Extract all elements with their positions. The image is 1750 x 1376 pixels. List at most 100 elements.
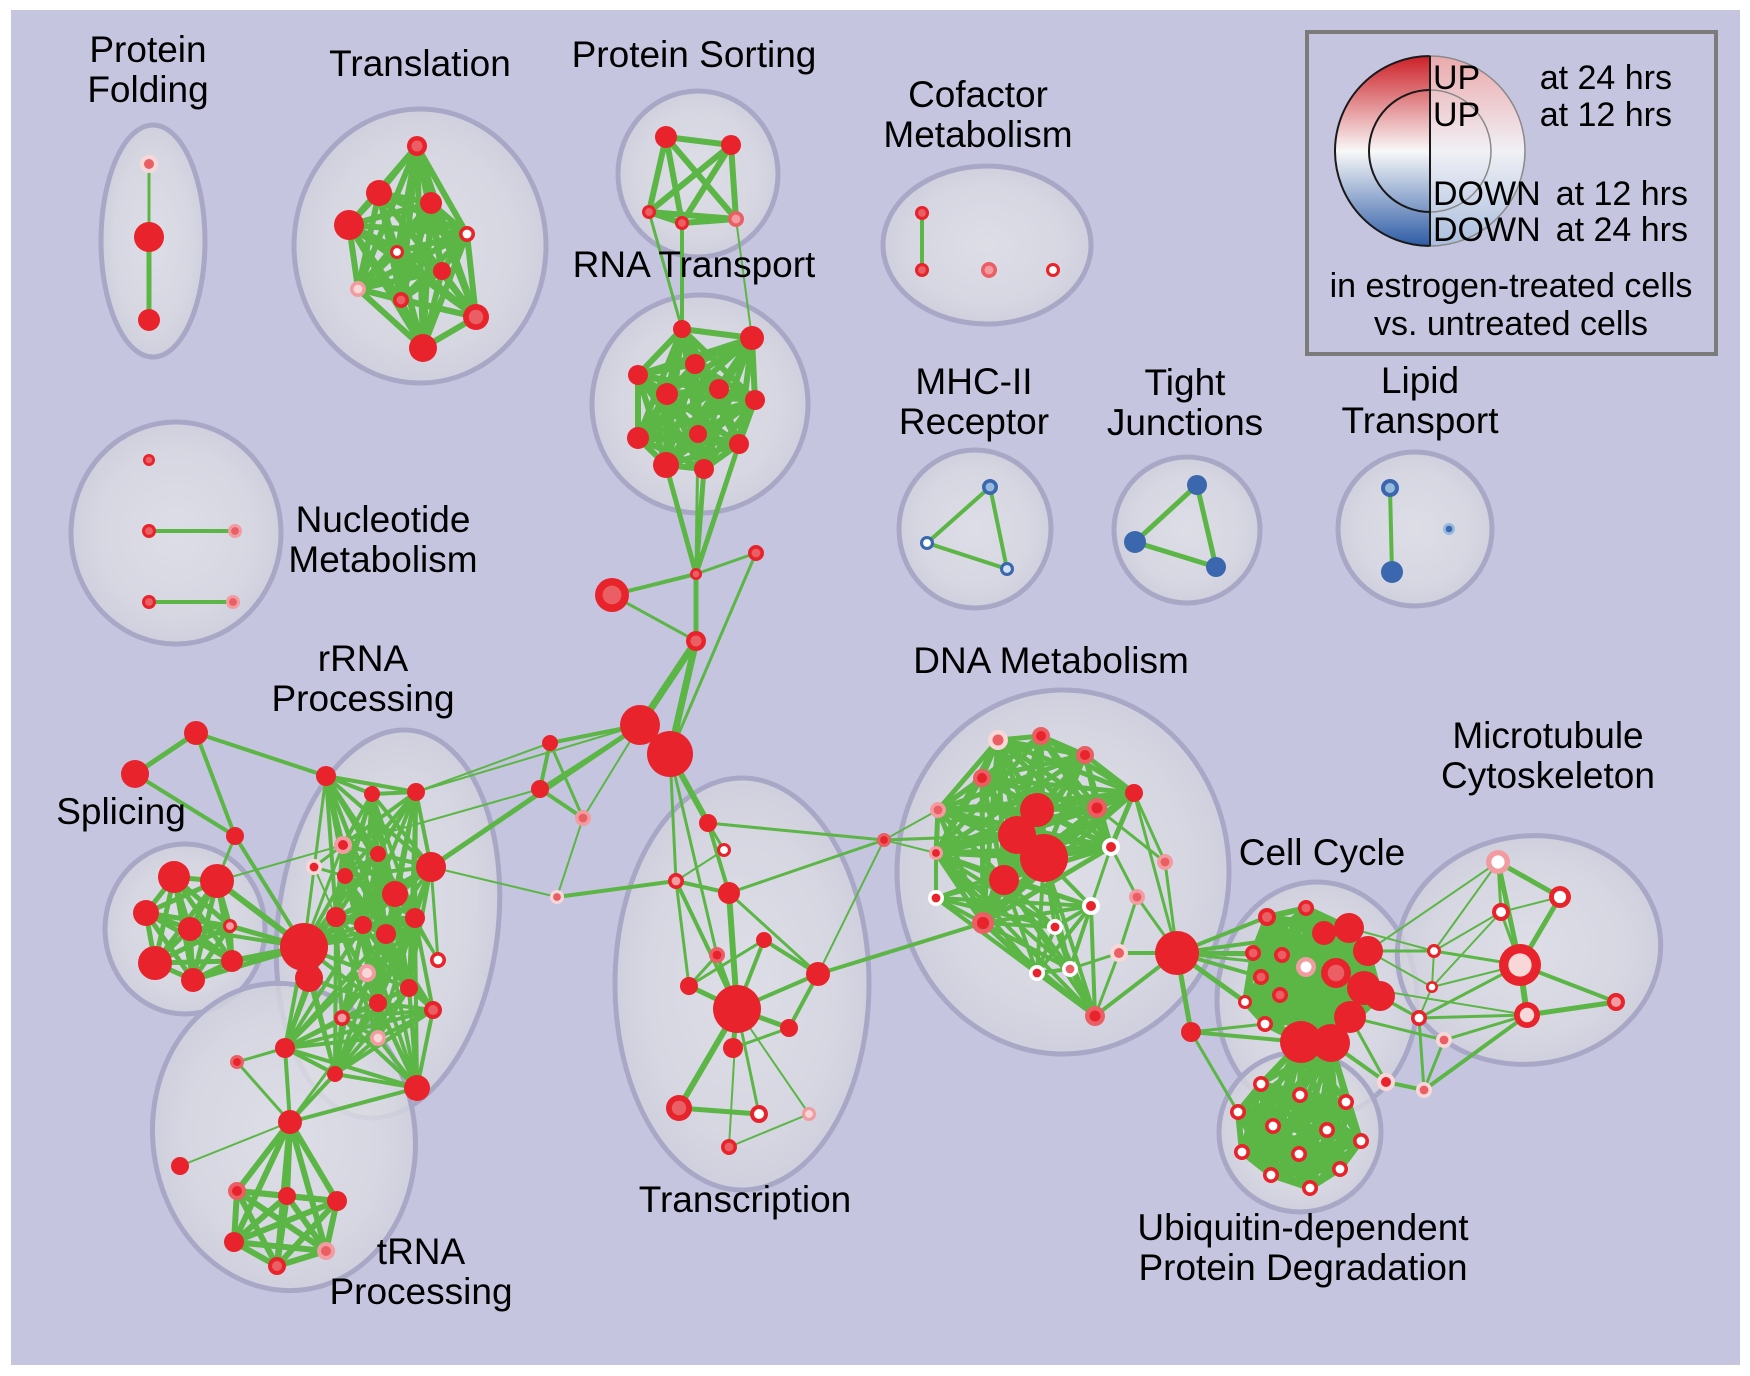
edge [283, 1046, 419, 1090]
gene-set-node-sp6 [138, 946, 172, 980]
legend-direction-label: DOWN [1433, 211, 1541, 249]
edge [1093, 951, 1121, 1018]
edge [933, 733, 1044, 856]
gene-set-node-inner-dn14 [1132, 892, 1142, 902]
edge [1442, 1013, 1529, 1042]
edge [676, 1105, 762, 1117]
gene-set-node-rrH [280, 923, 328, 971]
gene-set-node-tl3 [420, 192, 442, 214]
edge [1038, 733, 1114, 850]
edge [171, 874, 235, 964]
edge [647, 210, 684, 331]
edge [274, 1198, 340, 1269]
gene-set-node-dn6 [1125, 784, 1143, 802]
gene-set-node-cc3 [1312, 921, 1336, 945]
gene-set-node-inner-rr14 [433, 955, 443, 965]
edge [341, 790, 418, 847]
gene-set-node-rr1 [316, 766, 336, 786]
gene-set-node-inner-rr20 [373, 1033, 383, 1043]
gene-set-node-inner-dn5 [933, 805, 943, 815]
legend-time-label: at 12 hrs [1556, 175, 1688, 213]
gene-set-node-inner-tr8 [272, 1261, 282, 1271]
edge [415, 724, 641, 793]
gene-set-node-rr21 [275, 1038, 295, 1058]
legend-time-label: at 24 hrs [1540, 59, 1672, 97]
edge [1348, 1015, 1446, 1042]
cluster-label-mhc-ii-receptor: MHC-II [915, 361, 1032, 402]
gene-set-node-inner-lt1 [1385, 483, 1395, 493]
legend-outer-ring-right [1429, 55, 1526, 247]
cluster-label-nucleotide-metabolism: Nucleotide [296, 499, 471, 540]
edge [694, 551, 758, 576]
edge [706, 821, 886, 842]
edge [925, 485, 992, 545]
gene-set-node-inner-ub5 [1268, 1121, 1278, 1131]
cluster-label-translation: Translation [329, 43, 511, 84]
gene-set-node-inner-mtL4 [1439, 1035, 1449, 1045]
edge [464, 231, 479, 320]
gene-set-node-inner-tu3 [671, 876, 681, 886]
legend-direction-label: DOWN [1433, 175, 1541, 213]
edge [231, 1198, 340, 1245]
gene-set-node-inner-ub9 [1294, 1149, 1304, 1159]
gene-set-node-inner-dn15 [1086, 901, 1096, 911]
gene-set-node-inner-rr18 [428, 1005, 438, 1015]
gene-set-node-inner-tc9 [805, 1110, 813, 1118]
gene-set-node-inner-nm2 [145, 527, 153, 535]
gene-set-node-inner-be [880, 836, 888, 844]
gene-set-node-sp1 [158, 861, 190, 893]
edge [883, 809, 939, 841]
gene-set-node-inner-cm1 [918, 209, 926, 217]
edge [635, 386, 722, 441]
legend-time-label: at 12 hrs [1540, 96, 1672, 134]
legend-direction-label: UP [1433, 59, 1480, 97]
edge [1417, 1013, 1529, 1020]
edge [635, 397, 758, 441]
gene-set-node-rr9 [382, 881, 408, 907]
edge [935, 737, 1001, 813]
gene-set-node-inner-mt1 [1491, 855, 1505, 869]
edge [430, 866, 558, 898]
gene-set-node-inner-dn17 [1114, 948, 1124, 958]
cluster-label-cofactor-metabolism: Metabolism [883, 114, 1072, 155]
gene-set-node-tr4 [278, 1187, 296, 1205]
edge [883, 839, 937, 854]
edge [355, 249, 400, 292]
edge [1367, 861, 1499, 952]
legend-box [1305, 30, 1718, 356]
edge [675, 849, 725, 882]
gene-set-node-tu4 [718, 882, 740, 904]
gene-set-node-rt6 [709, 379, 729, 399]
edge [935, 807, 986, 926]
gene-set-node-inner-ub8 [1237, 1147, 1247, 1157]
edge [1132, 791, 1179, 955]
edge [1132, 539, 1219, 570]
edge [668, 752, 719, 957]
gene-set-node-inner-cc9 [1327, 964, 1345, 982]
gene-set-node-cc4 [1334, 913, 1364, 943]
gene-set-node-inner-dn18 [1032, 968, 1042, 978]
cluster-label-protein-folding: Folding [87, 69, 208, 110]
network-edges [132, 134, 1619, 1269]
gene-set-node-rt4 [628, 365, 648, 385]
gene-set-node-ccB1 [1280, 1021, 1322, 1063]
gene-set-node-rt12 [694, 459, 714, 479]
gene-set-node-spx1 [121, 760, 149, 788]
edge [284, 1193, 329, 1254]
edge [324, 774, 418, 794]
gene-set-node-inner-dn4 [977, 773, 987, 783]
gene-set-node-tl11 [409, 334, 437, 362]
gene-set-node-inner-tl6 [393, 248, 401, 256]
edge [194, 731, 237, 838]
legend-time-label: at 24 hrs [1556, 211, 1688, 249]
gene-set-node-tc1 [680, 977, 698, 995]
gene-set-node-tcH [713, 985, 761, 1033]
cluster-label-lipid-transport: Transport [1342, 400, 1500, 441]
gene-set-node-inner-dn8 [1106, 842, 1116, 852]
gene-set-node-rr3 [407, 783, 425, 801]
edge [934, 851, 985, 925]
cluster-label-dna-metabolism: DNA Metabolism [913, 640, 1189, 681]
gene-set-node-sp8 [221, 950, 243, 972]
gene-set-node-inner-cc13 [1275, 990, 1285, 1000]
cluster-label-nucleotide-metabolism: Metabolism [288, 539, 477, 580]
